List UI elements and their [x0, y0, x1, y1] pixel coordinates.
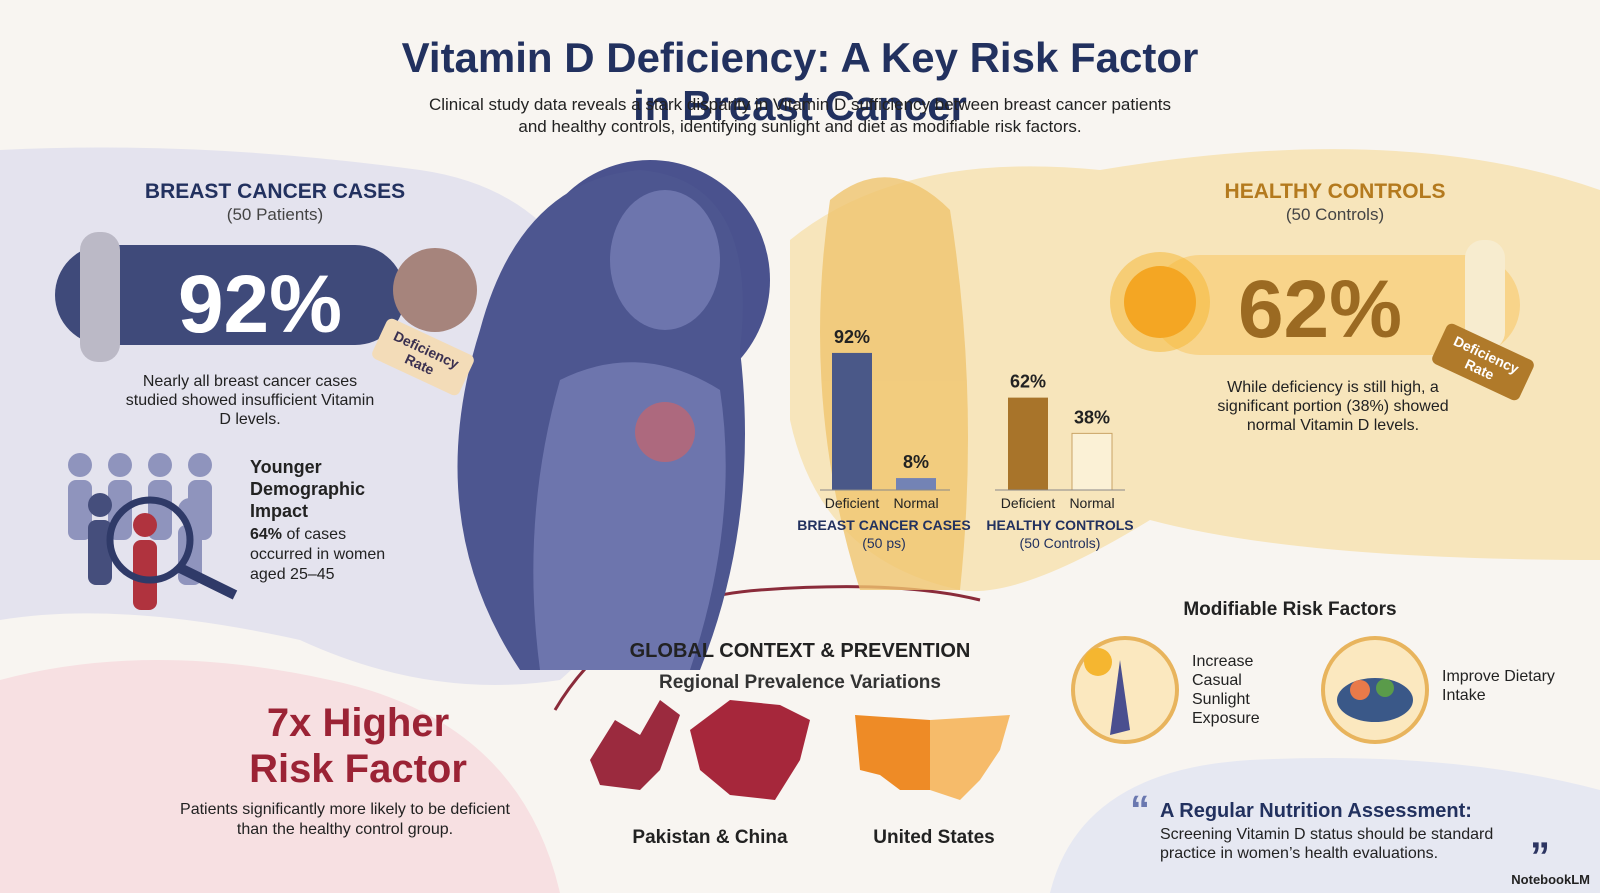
- controls-count: (50 Controls): [1285, 205, 1385, 224]
- people-icons: [68, 453, 238, 610]
- quote-heading: A Regular Nutrition Assessment:: [1160, 800, 1472, 822]
- category-label: Normal: [1069, 495, 1114, 511]
- sun-icon: [1110, 252, 1210, 352]
- quote-mark: ”: [1530, 835, 1550, 879]
- subtitle-line: and healthy controls, identifying sunlig…: [518, 117, 1082, 136]
- group-note: (50 Controls): [1020, 535, 1101, 551]
- cases-description: Nearly all breast cancer cases studied s…: [125, 373, 375, 428]
- bar: [896, 478, 936, 490]
- value-label: 8%: [903, 452, 929, 472]
- joint-icon: [1465, 240, 1505, 350]
- quote-text: Screening Vitamin D status should be sta…: [1160, 826, 1494, 862]
- region-label: United States: [873, 827, 995, 848]
- global-subheading: Regional Prevalence Variations: [659, 672, 941, 693]
- map-pakistan-china: [590, 700, 810, 800]
- title: Vitamin D Deficiency: A Key Risk Factor …: [401, 34, 1199, 129]
- bar: [832, 352, 872, 490]
- bar-chart: 92% Deficient 8% Normal 62% Deficient 38% Norma…: [797, 327, 1133, 551]
- controls-stat: 62%: [1237, 264, 1403, 355]
- controls-description: While deficiency is still high, a signif…: [1217, 379, 1449, 434]
- subtitle: Clinical study data reveals a stark disp…: [350, 94, 1250, 138]
- map-united-states: [855, 715, 1010, 800]
- cell-icon: [393, 248, 477, 332]
- controls-heading: HEALTHY CONTROLS: [1224, 180, 1446, 203]
- modifiable-item: Improve Dietary Intake: [1442, 668, 1555, 704]
- cases-stat: 92%: [177, 259, 343, 350]
- modifiable-heading: Modifiable Risk Factors: [1183, 599, 1397, 620]
- region-label: Pakistan & China: [632, 827, 788, 848]
- category-label: Normal: [893, 495, 938, 511]
- demographic-highlight: 64%: [250, 526, 283, 543]
- diet-icon: [1321, 636, 1429, 744]
- bone-icon: [80, 232, 120, 362]
- subtitle-line: Clinical study data reveals a stark disp…: [428, 95, 1172, 114]
- cases-heading: BREAST CANCER CASES: [144, 180, 406, 203]
- value-label: 38%: [1074, 407, 1110, 427]
- demographic-text: 64% of cases occurred in women aged 25–4…: [250, 525, 410, 585]
- category-label: Deficient: [825, 495, 880, 511]
- woman-silhouette: [457, 160, 770, 670]
- modifiable-item: Increase Casual Sunlight Exposure: [1192, 653, 1260, 727]
- value-label: 92%: [834, 327, 870, 347]
- bar: [1071, 432, 1113, 491]
- brand: NotebookLM: [1511, 872, 1590, 887]
- cases-count: (50 Patients): [226, 205, 324, 224]
- value-label: 62%: [1010, 372, 1046, 392]
- global-heading: GLOBAL CONTEXT & PREVENTION: [629, 640, 971, 662]
- risk-heading: 7x Higher Risk Factor: [249, 701, 467, 791]
- risk-text: Patients significantly more likely to be…: [180, 801, 510, 838]
- stat-pill: [1150, 255, 1520, 355]
- demographic-heading: Younger Demographic Impact: [250, 457, 366, 521]
- bar: [1008, 397, 1048, 490]
- group-note: (50 ps): [862, 535, 906, 551]
- group-name: BREAST CANCER CASES: [797, 517, 970, 533]
- quote-mark: “: [1130, 788, 1150, 832]
- stat-pill: [55, 245, 405, 345]
- sunlight-icon: [1071, 636, 1179, 744]
- group-name: HEALTHY CONTROLS: [986, 517, 1133, 533]
- demographic-body: of cases occurred in women aged 25–45: [250, 526, 386, 583]
- category-label: Deficient: [1001, 495, 1056, 511]
